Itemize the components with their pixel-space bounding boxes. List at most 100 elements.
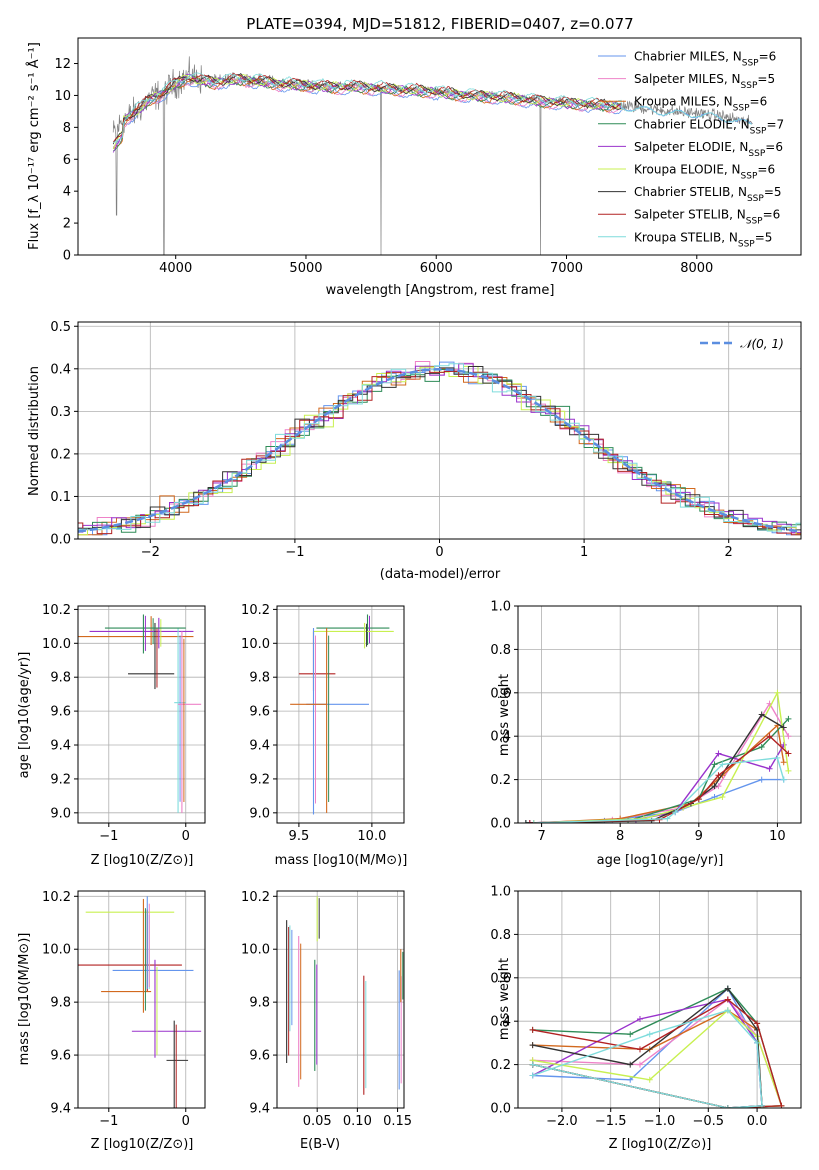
- axes-frame: [77, 605, 206, 824]
- legend-subscript: SSP: [741, 172, 758, 182]
- legend-entry: Salpeter ELODIE, NSSP=6: [634, 140, 783, 159]
- x-tick-label: −1: [99, 1114, 118, 1129]
- legend-nssp: =6: [763, 208, 781, 222]
- histogram-step: [78, 365, 801, 536]
- age-mass-xlabel: mass [log10(M/M⊙)]: [275, 853, 408, 868]
- legend-subscript: SSP: [750, 126, 767, 136]
- weight-vs-age-panel: age [log10(age/yr)] mass weight 7 8 9 10 0.0…: [490, 600, 802, 868]
- legend-subscript: SSP: [733, 104, 750, 114]
- y-tick-label: 0.6: [490, 971, 511, 986]
- axes-frame: [276, 890, 405, 1109]
- y-tick-label: 10.0: [241, 637, 270, 652]
- y-tick-label: 9.4: [50, 1102, 71, 1117]
- x-tick-label: 0: [182, 1114, 190, 1129]
- x-tick-label: −2: [141, 545, 160, 560]
- x-tick-label: −1: [285, 545, 304, 560]
- spectrum-legend: Chabrier MILES, NSSP=6 Salpeter MILES, NS…: [598, 50, 784, 249]
- y-tick-label: 0.0: [50, 533, 71, 548]
- y-tick-label: 0.2: [490, 773, 511, 788]
- spectrum-panel: wavelength [Angstrom, rest frame] Flux […: [26, 37, 802, 298]
- legend-subscript: SSP: [742, 59, 759, 69]
- axes-frame: [276, 605, 405, 824]
- figure-title: PLATE=0394, MJD=51812, FIBERID=0407, z=0…: [246, 15, 633, 33]
- weight-marker: [529, 1061, 536, 1068]
- weight-marker: [529, 1042, 536, 1049]
- weight-marker: [766, 733, 773, 740]
- x-tick-label: 10.0: [357, 829, 386, 844]
- weight-vs-metallicity-panel: Z [log10(Z/Z⊙)] mass weight −2.0 −1.5 −1.0…: [490, 885, 802, 1152]
- y-tick-label: 10.2: [42, 890, 71, 905]
- y-tick-label: 9.0: [249, 806, 270, 821]
- axes-frame: [517, 605, 802, 824]
- x-tick-label: 9.5: [289, 829, 310, 844]
- weight-marker: [529, 1072, 536, 1079]
- y-tick-label: 9.2: [50, 772, 71, 787]
- weight-z-xlabel: Z [log10(Z/Z⊙)]: [609, 1137, 712, 1152]
- y-tick-label: 9.6: [50, 1049, 71, 1064]
- weight-marker: [672, 809, 679, 816]
- axes-frame: [77, 321, 802, 540]
- residuals-panel: (data-model)/error Normed distribution −…: [27, 320, 802, 582]
- weight-marker: [529, 1026, 536, 1033]
- residuals-ylabel: Normed distribution: [27, 366, 42, 496]
- weight-marker: [785, 733, 792, 740]
- legend-subscript: SSP: [747, 194, 764, 204]
- weight-marker: [758, 711, 765, 718]
- y-tick-label: 0.2: [50, 447, 71, 462]
- weight-lines: [522, 689, 792, 823]
- age-vs-mass-panel: mass [log10(M/M⊙)] 9.5 10.0 9.0 9.2 9.4 9.6 9.…: [241, 603, 407, 868]
- weight-marker: [711, 783, 718, 790]
- spectrum-model-line: [112, 74, 622, 150]
- legend-entry: Salpeter STELIB, NSSP=6: [634, 208, 780, 227]
- residuals-xlabel: (data-model)/error: [380, 567, 501, 582]
- weight-line: [533, 724, 785, 823]
- y-tick-label: 9.4: [249, 739, 270, 754]
- weight-marker: [758, 776, 765, 783]
- histogram-group: [78, 361, 801, 536]
- weight-marker: [627, 1061, 634, 1068]
- weight-marker: [780, 759, 787, 766]
- y-tick-label: 2: [63, 217, 71, 232]
- weight-marker: [774, 754, 781, 761]
- axes-frame: [77, 890, 206, 1109]
- y-tick-label: 9.6: [249, 705, 270, 720]
- legend-entry: Kroupa STELIB, NSSP=5: [634, 230, 772, 249]
- weight-marker: [695, 796, 702, 803]
- weight-marker: [715, 772, 722, 779]
- axes-frame: [77, 37, 802, 256]
- x-tick-label: 0: [182, 829, 190, 844]
- weight-marker: [780, 724, 787, 731]
- x-tick-label: 0.15: [383, 1114, 412, 1129]
- y-tick-label: 10.2: [42, 603, 71, 618]
- x-tick-label: 10: [769, 829, 786, 844]
- weight-marker: [766, 765, 773, 772]
- legend-subscript: SSP: [741, 81, 758, 91]
- y-tick-label: 10: [54, 89, 71, 104]
- y-tick-label: 0.8: [490, 643, 511, 658]
- x-tick-label: 0: [435, 545, 443, 560]
- weight-marker: [724, 985, 731, 992]
- histogram-step: [78, 370, 801, 536]
- mass-z-ylabel: mass [log10(M/M⊙)]: [17, 933, 32, 1066]
- y-tick-label: 9.8: [50, 671, 71, 686]
- legend-subscript: SSP: [746, 217, 763, 227]
- weight-marker: [774, 689, 781, 696]
- weight-line: [532, 1009, 783, 1108]
- weight-age-ylabel: mass weight: [497, 674, 512, 756]
- mass-vs-ebv-panel: E(B-V) 0.05 0.10 0.15 9.4 9.6 9.8 10.0 10.2: [241, 890, 412, 1152]
- legend-entry: Chabrier ELODIE, NSSP=7: [634, 117, 784, 136]
- y-tick-label: 0.6: [490, 686, 511, 701]
- y-tick-label: 9.4: [50, 739, 71, 754]
- x-tick-label: 0.0: [747, 1114, 768, 1129]
- weight-z-ylabel: mass weight: [497, 958, 512, 1040]
- errorbar-group: [78, 614, 202, 813]
- legend-entry: Salpeter MILES, NSSP=5: [634, 72, 775, 91]
- weight-marker: [636, 1046, 643, 1053]
- y-tick-label: 0: [63, 249, 71, 264]
- errorbar-group: [78, 896, 202, 1108]
- axes-frame: [517, 890, 802, 1109]
- weight-marker: [754, 1039, 761, 1046]
- y-tick-label: 0.0: [490, 817, 511, 832]
- age-vs-metallicity-panel: Z [log10(Z/Z⊙)] age [log10(age/yr)] −1 0 9…: [17, 603, 206, 868]
